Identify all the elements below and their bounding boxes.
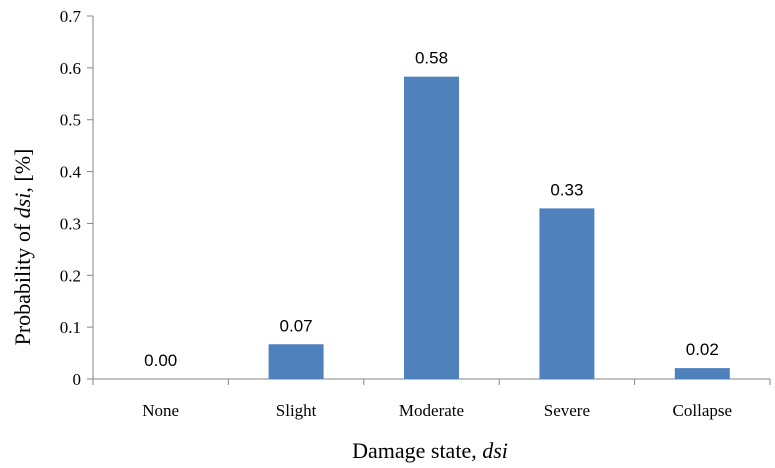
- y-tick-label: 0.2: [60, 266, 81, 285]
- y-axis-title-var: dsi: [10, 193, 35, 219]
- bar: [404, 76, 459, 380]
- y-tick-label: 0.5: [60, 111, 81, 130]
- bar: [539, 208, 595, 379]
- x-axis-title-prefix: Damage state,: [352, 438, 482, 463]
- bar: [268, 344, 324, 379]
- x-tick-label: Moderate: [399, 401, 464, 420]
- y-axis: 0 0.1 0.2 0.3 0.4 0.5 0.6 0.7: [60, 7, 94, 389]
- x-tick-label: Severe: [544, 401, 590, 420]
- bars: [268, 76, 730, 380]
- x-axis-title: Damage state, dsi: [352, 438, 508, 463]
- x-tick-label: Slight: [276, 401, 317, 420]
- data-label: 0.33: [550, 180, 583, 199]
- y-tick-label: 0.6: [60, 59, 81, 78]
- data-label: 0.02: [686, 340, 719, 359]
- x-axis-title-var: dsi: [482, 438, 508, 463]
- x-tick-label: None: [142, 401, 179, 420]
- y-tick-label: 0.4: [60, 163, 82, 182]
- y-tick-label: 0.7: [60, 7, 82, 26]
- x-axis: None Slight Moderate Severe Collapse: [92, 378, 771, 420]
- y-axis-title: Probability of dsi, [%]: [10, 149, 35, 346]
- data-label: 0.07: [280, 316, 313, 335]
- y-tick-label: 0: [73, 370, 82, 389]
- bar: [674, 368, 730, 379]
- data-label: 0.58: [415, 49, 448, 68]
- data-labels: 0.00 0.07 0.58 0.33 0.02: [144, 49, 719, 370]
- y-tick-label: 0.3: [60, 214, 81, 233]
- y-axis-title-suffix: , [%]: [10, 149, 35, 193]
- y-tick-label: 0.1: [60, 318, 81, 337]
- data-label: 0.00: [144, 351, 177, 370]
- x-tick-label: Collapse: [673, 401, 733, 420]
- y-axis-title-prefix: Probability of: [10, 218, 35, 345]
